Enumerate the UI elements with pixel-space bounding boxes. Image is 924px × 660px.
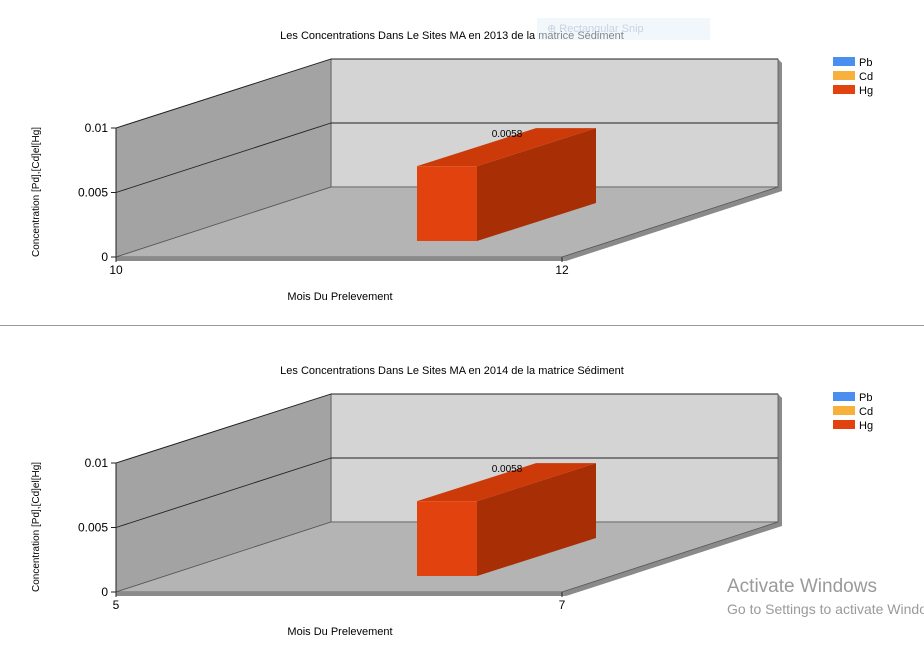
gridline-left	[115, 58, 332, 129]
floor-edge	[116, 257, 566, 261]
legend-label-pb: Pb	[859, 392, 872, 404]
bar-hg-side	[477, 463, 596, 576]
legend-label-hg: Hg	[859, 420, 873, 432]
gridline-left	[115, 457, 332, 528]
legend-label-cd: Cd	[859, 406, 873, 418]
y-axis-label: Concentration [Pd],[Cd]el[Hg]	[31, 462, 42, 592]
legend-label-cd: Cd	[859, 71, 873, 83]
chart-svg: Les Concentrations Dans Le Sites MA en 2…	[31, 30, 873, 303]
x-tick-label: 5	[113, 598, 120, 612]
legend-swatch-hg	[833, 420, 855, 429]
y-axis-label: Concentration [Pd],[Cd]el[Hg]	[31, 127, 42, 257]
chart-panel-2014: Les Concentrations Dans Le Sites MA en 2…	[0, 335, 924, 655]
y-tick-label: 0	[101, 585, 108, 599]
x-axis-label: Mois Du Prelevement	[287, 626, 392, 638]
y-tick-label: 0	[101, 250, 108, 264]
chart-title: Les Concentrations Dans Le Sites MA en 2…	[280, 365, 624, 377]
legend-swatch-cd	[833, 71, 855, 80]
y-tick-label: 0.01	[85, 456, 109, 470]
legend-label-hg: Hg	[859, 85, 873, 97]
y-tick-label: 0.005	[78, 186, 108, 200]
bar-hg-front	[417, 501, 477, 576]
snip-tool-ghost: ⊕ Rectangular Snip	[537, 18, 710, 40]
legend-swatch-hg	[833, 85, 855, 94]
gridline-left	[115, 122, 332, 193]
legend-swatch-cd	[833, 406, 855, 415]
chart-divider	[0, 325, 924, 326]
bar-hg-top	[417, 463, 596, 502]
bar-hg-front	[417, 166, 477, 241]
watermark-title: Activate Windows	[727, 576, 877, 597]
bar-hg-side	[477, 128, 596, 241]
legend-swatch-pb	[833, 392, 855, 401]
gridline-left	[115, 393, 332, 464]
y-tick-label: 0.005	[78, 521, 108, 535]
x-axis-label: Mois Du Prelevement	[287, 291, 392, 303]
chart-panel-2013: Les Concentrations Dans Le Sites MA en 2…	[0, 0, 924, 320]
watermark-subtitle: Go to Settings to activate Windows.	[727, 601, 924, 617]
y-tick-label: 0.01	[85, 121, 109, 135]
x-tick-label: 10	[109, 263, 123, 277]
x-tick-label: 12	[555, 263, 569, 277]
x-tick-label: 7	[559, 598, 566, 612]
legend-swatch-pb	[833, 57, 855, 66]
bar-hg-top	[417, 128, 596, 167]
legend-label-pb: Pb	[859, 57, 872, 69]
activate-windows-watermark: Activate Windows Go to Settings to activ…	[727, 575, 924, 619]
chart-svg: Les Concentrations Dans Le Sites MA en 2…	[31, 365, 873, 638]
data-label: 0.0058	[492, 129, 523, 140]
floor-edge	[116, 592, 566, 596]
data-label: 0.0058	[492, 464, 523, 475]
